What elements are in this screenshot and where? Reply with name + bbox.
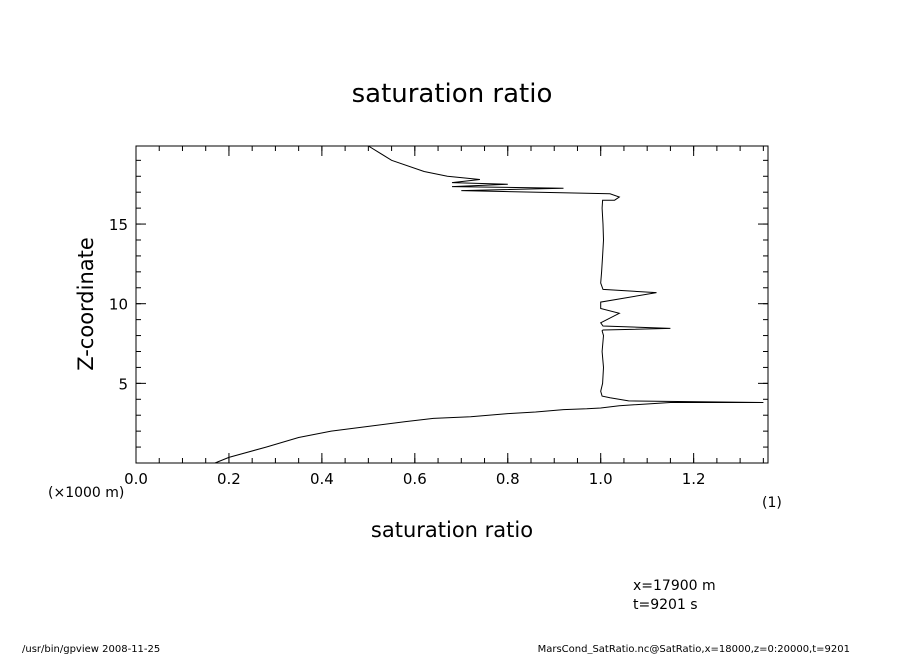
x-position-info: x=17900 m (633, 578, 716, 594)
y-tick-labels: 5 10 15 (109, 216, 128, 393)
saturation-ratio-profile-line (214, 145, 764, 464)
plot-frame (135, 145, 769, 464)
x-tick-label: 0.6 (403, 470, 427, 488)
y-tick-label: 15 (109, 216, 128, 234)
y-unit-label: (×1000 m) (48, 485, 124, 501)
y-tick-label: 5 (118, 375, 128, 393)
x-tick-label: 0.4 (310, 470, 334, 488)
chart-title: saturation ratio (352, 79, 553, 109)
footer-program-date: /usr/bin/gpview 2008-11-25 (22, 644, 160, 654)
x-tick-label: 0.0 (124, 470, 148, 488)
x-axis-title: saturation ratio (371, 518, 533, 542)
y-axis-title: Z-coordinate (74, 237, 98, 371)
x-unit-label: (1) (762, 495, 782, 511)
footer-source: MarsCond_SatRatio.nc@SatRatio,x=18000,z=… (538, 644, 850, 654)
major-ticks (135, 146, 768, 463)
x-tick-labels: 0.0 0.2 0.4 0.6 0.8 1.0 1.2 (124, 470, 706, 488)
x-tick-label: 0.2 (217, 470, 241, 488)
x-tick-label: 1.0 (589, 470, 613, 488)
x-tick-label: 1.2 (682, 470, 706, 488)
y-tick-label: 10 (109, 296, 128, 314)
time-info: t=9201 s (633, 597, 698, 613)
minor-ticks (135, 146, 768, 463)
x-tick-label: 0.8 (496, 470, 520, 488)
